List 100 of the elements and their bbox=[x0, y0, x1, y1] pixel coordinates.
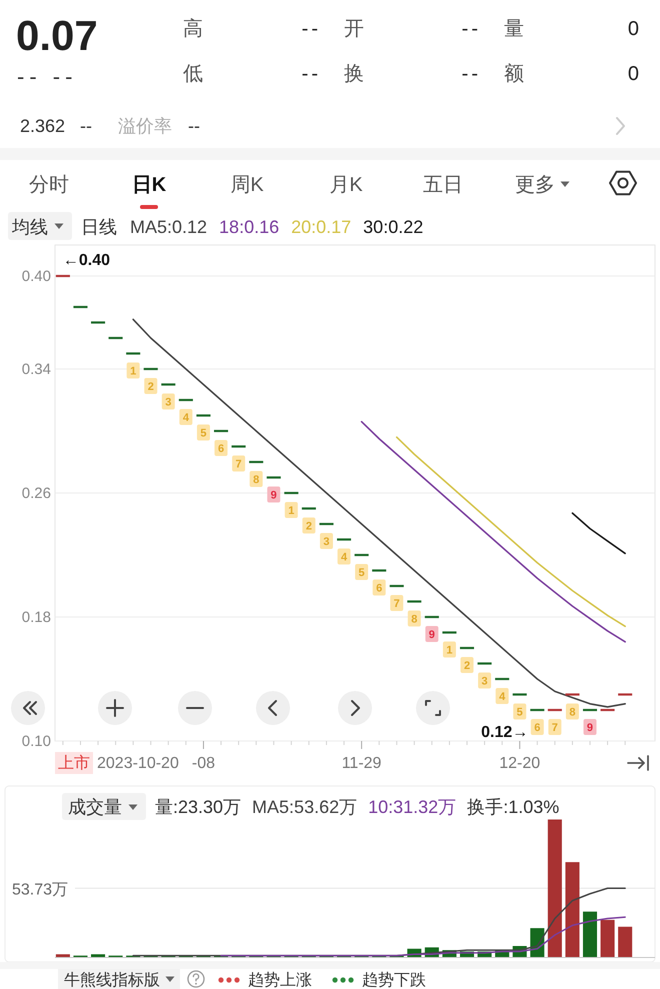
annotation: 6 bbox=[534, 722, 540, 734]
text: -- bbox=[80, 116, 92, 136]
candlestick bbox=[548, 708, 562, 712]
y-tick-label: 0.34 bbox=[22, 361, 51, 378]
bar bbox=[548, 820, 562, 957]
candlestick bbox=[407, 600, 422, 603]
candlestick bbox=[126, 352, 140, 355]
text: 30:0.22 bbox=[363, 217, 424, 237]
annotation: 9 bbox=[270, 490, 277, 502]
candlestick bbox=[266, 476, 281, 479]
candlestick bbox=[319, 522, 334, 526]
candlestick bbox=[390, 584, 404, 588]
chart-title: 成交量 bbox=[68, 797, 122, 817]
annotation: 6 bbox=[218, 443, 224, 455]
text: MA5:0.12 bbox=[130, 217, 208, 237]
candlestick bbox=[196, 414, 210, 417]
annotation: 4 bbox=[499, 691, 506, 703]
x-tick-label: -08 bbox=[192, 755, 216, 772]
annotation: 2 bbox=[306, 520, 312, 532]
bar bbox=[565, 862, 580, 957]
text: 分时 bbox=[29, 174, 69, 196]
annotation: 6 bbox=[376, 582, 382, 594]
candlestick bbox=[56, 274, 70, 278]
annotation: 2 bbox=[464, 660, 470, 672]
annotation: 0.12→ bbox=[481, 724, 528, 741]
annotation: 7 bbox=[236, 458, 242, 470]
text: 10:31.32万 bbox=[368, 797, 456, 817]
annotation: 3 bbox=[323, 536, 330, 548]
annotation: 5 bbox=[200, 428, 207, 440]
text: 五日 bbox=[423, 174, 463, 196]
text: 日线 bbox=[81, 217, 117, 237]
candlestick bbox=[442, 631, 456, 634]
annotation: 9 bbox=[586, 722, 594, 734]
text: 额 bbox=[504, 63, 524, 85]
text: -- bbox=[462, 63, 481, 85]
annotation: 8 bbox=[569, 706, 576, 718]
annotation: 2 bbox=[148, 381, 154, 393]
candlestick bbox=[530, 708, 544, 712]
annotation: 8 bbox=[253, 474, 260, 486]
annotation: 1 bbox=[446, 644, 452, 656]
candlestick bbox=[232, 445, 246, 448]
bar bbox=[56, 954, 70, 957]
text: 周K bbox=[230, 174, 264, 196]
text: 换 bbox=[344, 63, 364, 85]
text: 低 bbox=[183, 63, 203, 85]
annotation: 7 bbox=[394, 598, 400, 610]
text: 溢价率 bbox=[118, 116, 172, 136]
line-series bbox=[396, 436, 626, 628]
candlestick bbox=[495, 678, 510, 680]
bar bbox=[91, 954, 106, 957]
text: 0 bbox=[628, 18, 642, 40]
text: 量 bbox=[504, 18, 524, 40]
annotation: 1 bbox=[288, 505, 294, 517]
ref-line-label: 53.73万 bbox=[12, 881, 68, 898]
annotation: ←0.40 bbox=[62, 252, 110, 269]
annotation: 4 bbox=[182, 412, 190, 424]
text: 高 bbox=[183, 17, 203, 40]
text: 月K bbox=[329, 174, 364, 196]
text: 开 bbox=[344, 18, 364, 40]
text: -- bbox=[302, 63, 321, 85]
candlestick bbox=[512, 693, 527, 696]
annotation: 8 bbox=[411, 614, 418, 626]
bar bbox=[618, 926, 632, 957]
text: 均线 bbox=[11, 217, 48, 237]
annotation: 4 bbox=[340, 552, 348, 564]
candlestick bbox=[618, 693, 632, 696]
bar bbox=[582, 912, 598, 957]
candlestick bbox=[249, 460, 264, 464]
candlestick bbox=[284, 492, 298, 494]
text: 2.362 bbox=[20, 116, 66, 136]
text: -- bbox=[188, 116, 200, 136]
x-tick-label: 11-29 bbox=[342, 755, 382, 772]
text: 趋势下跌 bbox=[362, 971, 426, 989]
y-tick-label: 0.26 bbox=[22, 485, 51, 502]
annotation: 3 bbox=[165, 396, 172, 408]
candlestick bbox=[424, 616, 439, 618]
candlestick bbox=[302, 507, 316, 510]
text: -- -- bbox=[17, 64, 78, 89]
text: 0 bbox=[628, 63, 642, 85]
bar bbox=[600, 920, 615, 957]
candlestick bbox=[354, 554, 369, 556]
text: -- bbox=[302, 18, 321, 40]
text: 20:0.17 bbox=[291, 217, 352, 237]
text: 0.07 bbox=[16, 12, 98, 59]
text: 换手:1.03% bbox=[467, 797, 560, 817]
candlestick bbox=[565, 693, 580, 696]
candlestick bbox=[73, 306, 88, 308]
candlestick bbox=[144, 368, 158, 370]
text: 量:23.30万 bbox=[155, 797, 242, 817]
y-tick-label: 0.10 bbox=[22, 733, 51, 750]
text: 更多 bbox=[515, 174, 555, 196]
text: 牛熊线指标版 bbox=[64, 971, 160, 989]
line-series bbox=[572, 512, 626, 554]
line-series bbox=[132, 318, 626, 708]
candlestick bbox=[336, 538, 352, 541]
text: 2023-10-20 bbox=[97, 755, 179, 772]
candlestick bbox=[372, 569, 386, 572]
text: MA5:53.62万 bbox=[252, 797, 358, 817]
candlestick bbox=[600, 708, 615, 712]
annotation: 7 bbox=[552, 722, 558, 734]
